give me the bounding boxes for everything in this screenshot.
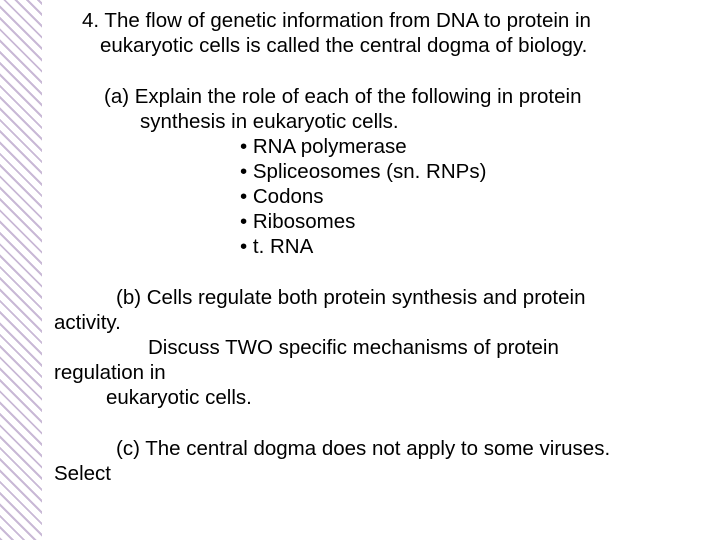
part-a-bullets: • RNA polymerase • Spliceosomes (sn. RNP… [104, 134, 702, 259]
bullet-item: • Codons [240, 184, 702, 209]
part-b-line: (b) Cells regulate both protein synthesi… [54, 285, 702, 310]
question-part-c: (c) The central dogma does not apply to … [54, 436, 702, 486]
part-a-line: synthesis in eukaryotic cells. [104, 109, 702, 134]
slide-content: 4. The flow of genetic information from … [42, 0, 720, 486]
bullet-item: • Spliceosomes (sn. RNPs) [240, 159, 702, 184]
question-part-b: (b) Cells regulate both protein synthesi… [54, 285, 702, 410]
bullet-item: • Ribosomes [240, 209, 702, 234]
bullet-item: • t. RNA [240, 234, 702, 259]
decorative-left-border [0, 0, 42, 540]
part-b-line: eukaryotic cells. [54, 385, 702, 410]
question-4-stem: 4. The flow of genetic information from … [54, 8, 702, 58]
part-a-line: (a) Explain the role of each of the foll… [104, 84, 702, 109]
part-c-line: Select [54, 461, 702, 486]
bullet-item: • RNA polymerase [240, 134, 702, 159]
question-stem-line: eukaryotic cells is called the central d… [82, 33, 702, 58]
question-part-a: (a) Explain the role of each of the foll… [54, 84, 702, 259]
question-stem-line: 4. The flow of genetic information from … [82, 8, 702, 33]
part-b-line: Discuss TWO specific mechanisms of prote… [54, 335, 702, 360]
part-b-line: regulation in [54, 360, 702, 385]
part-c-line: (c) The central dogma does not apply to … [54, 436, 702, 461]
part-b-line: activity. [54, 310, 702, 335]
